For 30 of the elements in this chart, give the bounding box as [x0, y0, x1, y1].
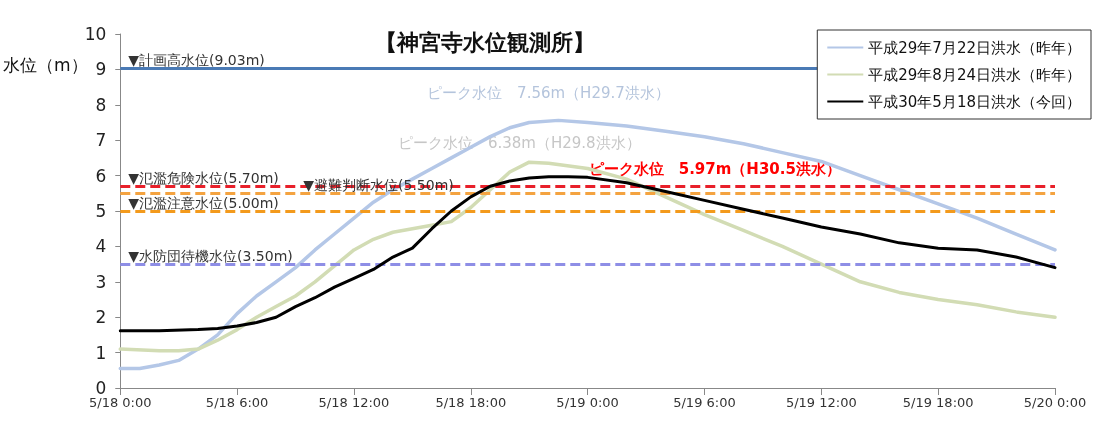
y-tick-label: 2: [95, 307, 107, 328]
ref-line-label: ▼水防団待機水位(3.50m): [128, 248, 293, 265]
y-tick-label: 0: [95, 378, 107, 398]
legend-label: 平成30年5月18日洪水（今回）: [868, 92, 1081, 111]
annotation: ピーク水位 7.56m（H29.7洪水）: [427, 83, 670, 102]
legend-label: 平成29年7月22日洪水（昨年）: [868, 38, 1081, 57]
x-tick-label: 5/20 0:00: [1023, 395, 1087, 410]
y-tick-label: 7: [95, 130, 107, 151]
legend-label: 平成29年8月24日洪水（昨年）: [868, 65, 1081, 84]
y-tick-label: 9: [95, 59, 107, 80]
ref-line-label: ▼氾濫注意水位(5.00m): [128, 195, 279, 211]
x-tick-label: 5/19 0:00: [556, 395, 619, 410]
x-tick-label: 5/18 0:00: [89, 395, 152, 410]
ref-line-label: ▼氾濫危険水位(5.70m): [128, 170, 279, 187]
chart-title: 【神宮寺水位観測所】: [375, 29, 595, 55]
x-tick-label: 5/18 6:00: [205, 395, 269, 410]
y-tick-label: 5: [95, 201, 107, 221]
y-tick-label: 4: [95, 236, 107, 257]
ref-line-label: ▼計画高水位(9.03m): [128, 52, 265, 69]
x-tick-label: 5/18 18:00: [435, 395, 507, 410]
y-tick-label: 10: [84, 24, 107, 44]
y-axis-title: 水位（m）: [3, 54, 88, 75]
y-tick-label: 8: [95, 94, 107, 115]
x-tick-label: 5/19 12:00: [785, 395, 857, 410]
x-tick-label: 5/19 6:00: [673, 395, 736, 410]
x-tick-label: 5/18 12:00: [318, 395, 390, 410]
y-tick-label: 1: [95, 342, 107, 363]
y-tick-label: 3: [95, 271, 107, 292]
x-tick-label: 5/19 18:00: [902, 395, 974, 410]
y-tick-label: 6: [95, 165, 107, 186]
